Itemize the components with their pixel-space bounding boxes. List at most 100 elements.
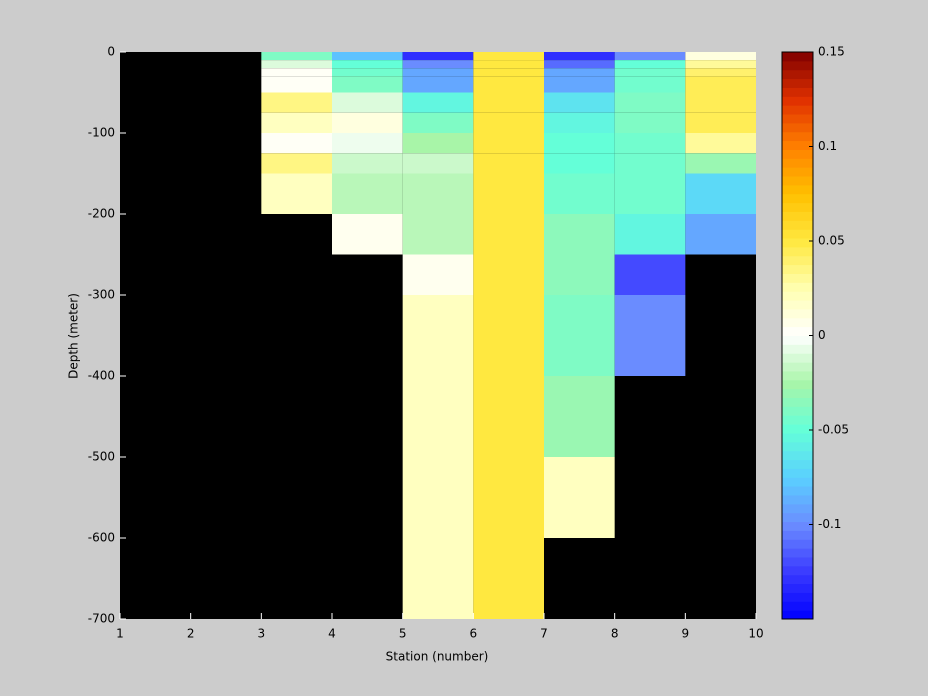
x-tick-label: 6: [470, 627, 478, 641]
heat-cell: [402, 76, 474, 93]
colorbar-band: [782, 282, 813, 292]
heat-cell: [685, 133, 756, 154]
heat-cell: [473, 52, 544, 61]
colorbar-band: [782, 114, 813, 124]
heat-cell: [544, 60, 615, 69]
colorbar-tick-label: 0.15: [818, 45, 845, 59]
heat-cell: [402, 153, 474, 174]
colorbar-band: [782, 362, 813, 372]
colorbar-band: [782, 167, 813, 177]
heat-cell: [473, 173, 544, 214]
heat-cell: [332, 76, 403, 93]
colorbar-band: [782, 220, 813, 230]
colorbar-band: [782, 494, 813, 505]
colorbar-band: [782, 87, 813, 97]
heat-cell: [332, 112, 403, 133]
heat-cell: [685, 112, 756, 133]
x-axis-label: Station (number): [386, 650, 489, 664]
colorbar-band: [782, 388, 813, 399]
colorbar-band: [782, 353, 813, 363]
colorbar-band: [782, 486, 813, 496]
colorbar-tick-label: 0: [818, 328, 826, 342]
colorbar-band: [782, 246, 813, 257]
heat-cell: [544, 376, 615, 457]
colorbar-band: [782, 601, 813, 611]
colorbar-band: [782, 548, 813, 558]
colorbar-band: [782, 105, 813, 115]
heat-cell: [685, 173, 756, 214]
heat-cell: [685, 52, 756, 61]
colorbar-band: [782, 291, 813, 301]
colorbar-band: [782, 415, 813, 425]
heat-cell: [544, 76, 615, 93]
heat-cell: [261, 68, 332, 77]
x-tick-label: 4: [328, 627, 336, 641]
heat-cell: [544, 92, 615, 113]
heat-cell: [332, 153, 403, 174]
y-tick-label: -500: [88, 450, 115, 464]
colorbar-tick-label: 0.1: [818, 139, 837, 153]
heat-cell: [614, 60, 686, 69]
colorbar-band: [782, 184, 813, 195]
colorbar-band: [782, 406, 813, 416]
heat-cell: [614, 112, 686, 133]
heat-cell: [332, 68, 403, 77]
colorbar-band: [782, 308, 813, 319]
heat-cell: [261, 153, 332, 174]
x-tick-label: 1: [116, 627, 124, 641]
heat-cell: [614, 76, 686, 93]
heat-cell: [473, 92, 544, 113]
colorbar-band: [782, 238, 813, 248]
heat-cell: [332, 92, 403, 113]
heat-cell: [473, 76, 544, 93]
heat-cell: [544, 214, 615, 255]
colorbar-band: [782, 317, 813, 328]
heat-cell: [261, 76, 332, 93]
heat-cell: [473, 295, 544, 376]
heat-cell: [614, 214, 686, 255]
heat-cell: [614, 92, 686, 113]
colorbar-band: [782, 556, 813, 567]
heat-cell: [402, 376, 474, 457]
heat-cell: [473, 376, 544, 457]
heat-cell: [544, 457, 615, 538]
heat-cell: [544, 173, 615, 214]
heat-cell: [473, 214, 544, 255]
colorbar-band: [782, 131, 813, 142]
colorbar-tick-label: -0.1: [818, 517, 841, 531]
colorbar-band: [782, 202, 813, 212]
colorbar-tick-label: 0.05: [818, 234, 845, 248]
heat-cell: [544, 254, 615, 295]
colorbar-band: [782, 441, 813, 452]
colorbar-band: [782, 424, 813, 434]
heat-cell: [261, 133, 332, 154]
heat-cell: [544, 153, 615, 174]
heat-cell: [614, 52, 686, 61]
heat-cell: [332, 173, 403, 214]
colorbar-band: [782, 158, 813, 168]
heat-cell: [332, 214, 403, 255]
colorbar-band: [782, 512, 813, 523]
colorbar-band: [782, 96, 813, 106]
colorbar-band: [782, 459, 813, 469]
colorbar-band: [782, 193, 813, 204]
heat-cell: [544, 68, 615, 77]
colorbar-band: [782, 344, 813, 354]
heat-cell: [402, 295, 474, 376]
colorbar-band: [782, 503, 813, 514]
heat-cell: [614, 254, 686, 295]
heat-cell: [473, 60, 544, 69]
heat-cell: [614, 173, 686, 214]
y-tick-label: 0: [107, 45, 115, 59]
colorbar-band: [782, 69, 813, 80]
heat-cell: [473, 153, 544, 174]
heat-cell: [402, 60, 474, 69]
colorbar-band: [782, 264, 813, 274]
heat-cell: [473, 133, 544, 154]
heat-cell: [544, 133, 615, 154]
x-tick-label: 7: [540, 627, 548, 641]
x-tick-label: 5: [399, 627, 407, 641]
x-tick-label: 10: [748, 627, 763, 641]
colorbar-band: [782, 273, 813, 283]
colorbar-band: [782, 468, 813, 478]
